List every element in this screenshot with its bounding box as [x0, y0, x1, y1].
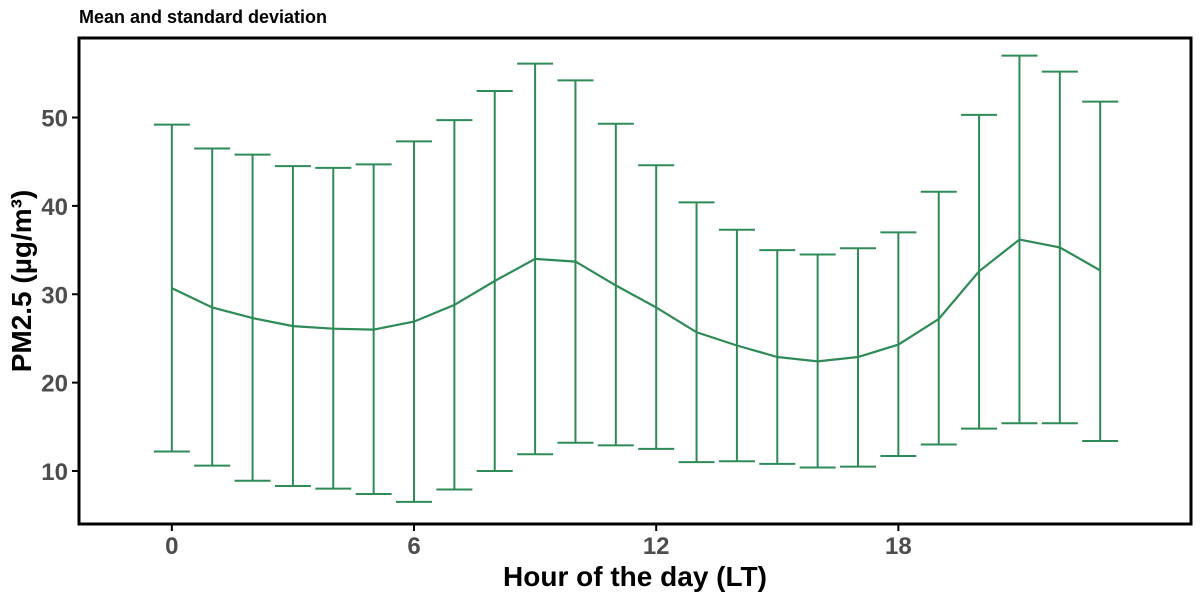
y-axis-title: PM2.5 (µg/m³) — [6, 190, 37, 373]
y-tick-label: 40 — [41, 194, 68, 221]
y-tick-label: 10 — [41, 459, 68, 486]
plot-panel-border — [77, 36, 1193, 526]
y-tick-label: 50 — [41, 106, 68, 133]
x-axis: 0 6 12 18 — [165, 524, 912, 560]
x-tick-label: 18 — [885, 533, 912, 560]
x-axis-title: Hour of the day (LT) — [503, 561, 767, 592]
x-tick-label: 6 — [407, 533, 420, 560]
y-tick-label: 20 — [41, 371, 68, 398]
y-axis: 10 20 30 40 50 — [41, 106, 79, 486]
y-tick-label: 30 — [41, 282, 68, 309]
x-tick-label: 0 — [165, 533, 178, 560]
series-mean-line — [171, 238, 1101, 363]
error-bar — [1082, 100, 1119, 442]
x-tick-label: 12 — [643, 533, 670, 560]
chart-title: Mean and standard deviation — [79, 7, 327, 27]
